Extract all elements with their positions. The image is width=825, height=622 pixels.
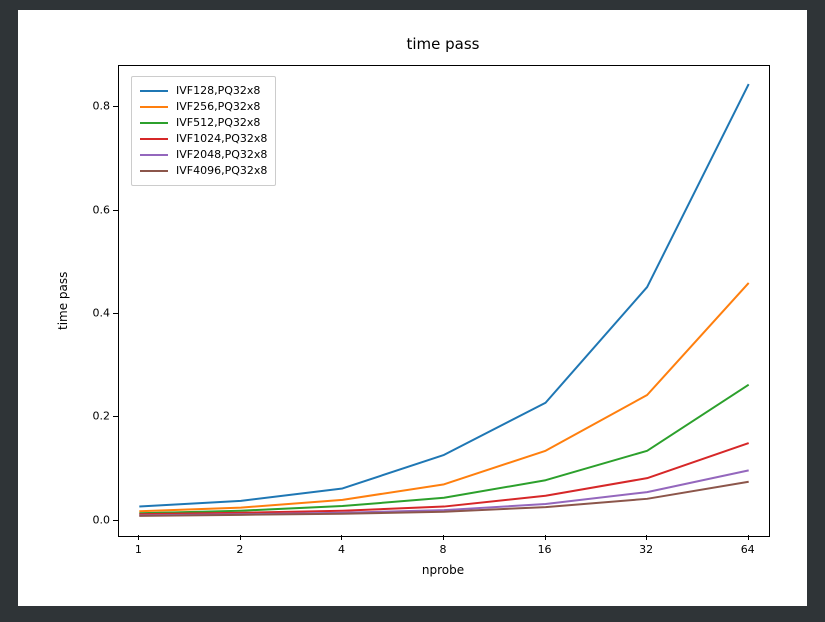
legend-swatch <box>140 154 168 156</box>
x-axis-label: nprobe <box>118 563 768 577</box>
legend-swatch <box>140 106 168 108</box>
y-tick-label: 0.2 <box>84 410 110 423</box>
x-tick-label: 16 <box>538 543 552 556</box>
x-tick-label: 2 <box>236 543 243 556</box>
legend-label: IVF4096,PQ32x8 <box>176 163 267 179</box>
series-line <box>139 283 748 511</box>
chart-frame: time pass IVF128,PQ32x8IVF256,PQ32x8IVF5… <box>18 10 807 606</box>
x-tick <box>646 535 647 540</box>
y-tick <box>113 416 118 417</box>
legend-item: IVF1024,PQ32x8 <box>140 131 267 147</box>
legend-item: IVF256,PQ32x8 <box>140 99 267 115</box>
y-tick-label: 0.8 <box>84 100 110 113</box>
x-tick-label: 4 <box>338 543 345 556</box>
y-axis-label: time pass <box>56 272 70 330</box>
y-tick <box>113 313 118 314</box>
legend-swatch <box>140 170 168 172</box>
legend-label: IVF128,PQ32x8 <box>176 83 260 99</box>
legend-swatch <box>140 90 168 92</box>
legend-item: IVF2048,PQ32x8 <box>140 147 267 163</box>
y-tick-label: 0.6 <box>84 203 110 216</box>
x-tick-label: 32 <box>639 543 653 556</box>
x-tick <box>748 535 749 540</box>
legend-item: IVF4096,PQ32x8 <box>140 163 267 179</box>
y-tick-label: 0.4 <box>84 306 110 319</box>
x-tick-label: 1 <box>135 543 142 556</box>
legend: IVF128,PQ32x8IVF256,PQ32x8IVF512,PQ32x8I… <box>131 76 276 186</box>
y-tick <box>113 210 118 211</box>
legend-item: IVF512,PQ32x8 <box>140 115 267 131</box>
legend-item: IVF128,PQ32x8 <box>140 83 267 99</box>
y-tick <box>113 520 118 521</box>
y-tick <box>113 106 118 107</box>
y-tick-label: 0.0 <box>84 513 110 526</box>
legend-swatch <box>140 138 168 140</box>
series-line <box>139 385 748 514</box>
x-tick <box>341 535 342 540</box>
x-tick-label: 64 <box>741 543 755 556</box>
legend-swatch <box>140 122 168 124</box>
x-tick <box>545 535 546 540</box>
plot-area: IVF128,PQ32x8IVF256,PQ32x8IVF512,PQ32x8I… <box>118 65 770 537</box>
x-tick-label: 8 <box>440 543 447 556</box>
x-tick <box>240 535 241 540</box>
series-line <box>139 443 748 514</box>
legend-label: IVF1024,PQ32x8 <box>176 131 267 147</box>
legend-label: IVF256,PQ32x8 <box>176 99 260 115</box>
chart-title: time pass <box>118 35 768 53</box>
legend-label: IVF512,PQ32x8 <box>176 115 260 131</box>
legend-label: IVF2048,PQ32x8 <box>176 147 267 163</box>
x-tick <box>138 535 139 540</box>
x-tick <box>443 535 444 540</box>
